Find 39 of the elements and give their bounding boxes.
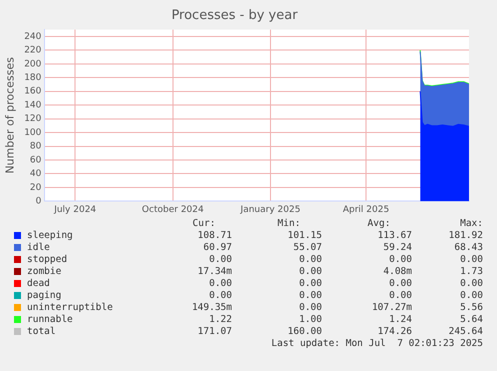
y-tick-label: 60	[30, 155, 42, 166]
x-tick-label: April 2025	[342, 204, 390, 215]
text: 149.35m 0.00 107.27m 5.56	[192, 302, 483, 313]
text: 108.71 101.15 113.67 181.92	[198, 230, 483, 241]
y-tick-label: 220	[24, 46, 42, 56]
text: 171.07 160.00 174.26 245.64	[198, 326, 483, 337]
y-tick-label: 240	[24, 32, 42, 42]
text: 17.34m 0.00 4.08m 1.73	[198, 266, 483, 277]
y-axis-title: Number of processes	[3, 56, 16, 174]
y-tick-label: 200	[24, 59, 42, 70]
x-tick-label: July 2024	[53, 204, 96, 215]
legend-label: runnable	[27, 314, 73, 325]
text: 1.22 1.00 1.24 5.64	[209, 314, 483, 325]
x-tick-label: October 2024	[142, 204, 204, 215]
text: Cur: Min: Avg: Max:	[192, 218, 483, 229]
text: Last update: Mon Jul 7 02:01:23 2025	[270, 338, 483, 349]
legend-label: total	[27, 326, 56, 337]
y-tick-label: 0	[36, 196, 42, 207]
x-tick-label: January 2025	[240, 204, 300, 215]
y-tick-label: 80	[30, 142, 42, 152]
text: 0.00 0.00 0.00 0.00	[209, 290, 483, 301]
text: 0.00 0.00 0.00 0.00	[209, 254, 483, 265]
legend-label: uninterruptible	[27, 302, 113, 313]
legend-label: stopped	[27, 254, 68, 265]
y-tick-label: 120	[24, 114, 42, 124]
legend-label: dead	[27, 278, 50, 289]
legend-label: zombie	[27, 266, 62, 277]
y-tick-label: 160	[24, 86, 42, 97]
y-tick-label: 100	[24, 128, 42, 138]
y-tick-label: 40	[30, 169, 42, 180]
y-tick-label: 20	[30, 182, 42, 193]
text: 0.00 0.00 0.00 0.00	[209, 278, 483, 289]
text: 60.97 55.07 59.24 68.43	[203, 242, 483, 253]
y-tick-label: 180	[24, 72, 42, 83]
legend-label: sleeping	[27, 230, 73, 241]
chart-title: Processes - by year	[171, 8, 298, 24]
y-tick-label: 140	[24, 100, 42, 110]
legend-label: paging	[27, 290, 62, 301]
legend-label: idle	[27, 242, 50, 253]
